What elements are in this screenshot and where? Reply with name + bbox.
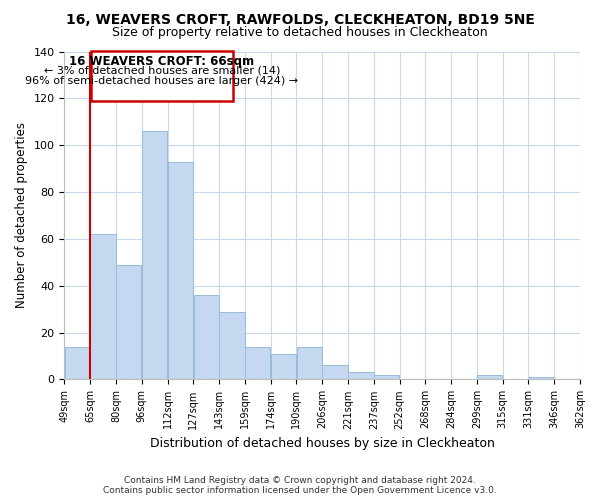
Bar (91, 52, 233, 100)
Bar (348, 372, 374, 380)
Text: 96% of semi-detached houses are larger (424) →: 96% of semi-detached houses are larger (… (25, 76, 299, 86)
Bar (271, 354, 296, 380)
Y-axis label: Number of detached properties: Number of detached properties (15, 122, 28, 308)
Bar (296, 346, 322, 380)
Bar (91, 234, 116, 380)
Bar (65, 346, 90, 380)
Text: ← 3% of detached houses are smaller (14): ← 3% of detached houses are smaller (14) (44, 66, 280, 76)
Bar (322, 366, 348, 380)
Bar (529, 377, 554, 380)
Bar (220, 312, 245, 380)
Bar (116, 264, 142, 380)
Bar (374, 375, 399, 380)
X-axis label: Distribution of detached houses by size in Cleckheaton: Distribution of detached houses by size … (150, 437, 494, 450)
Bar (245, 346, 271, 380)
Text: Contains HM Land Registry data © Crown copyright and database right 2024.: Contains HM Land Registry data © Crown c… (124, 476, 476, 485)
Text: 16, WEAVERS CROFT, RAWFOLDS, CLECKHEATON, BD19 5NE: 16, WEAVERS CROFT, RAWFOLDS, CLECKHEATON… (65, 12, 535, 26)
Bar (168, 162, 193, 380)
Text: Size of property relative to detached houses in Cleckheaton: Size of property relative to detached ho… (112, 26, 488, 39)
Bar (142, 131, 167, 380)
Text: Contains public sector information licensed under the Open Government Licence v3: Contains public sector information licen… (103, 486, 497, 495)
Bar (194, 295, 219, 380)
Bar (477, 375, 502, 380)
Text: 16 WEAVERS CROFT: 66sqm: 16 WEAVERS CROFT: 66sqm (70, 55, 254, 68)
